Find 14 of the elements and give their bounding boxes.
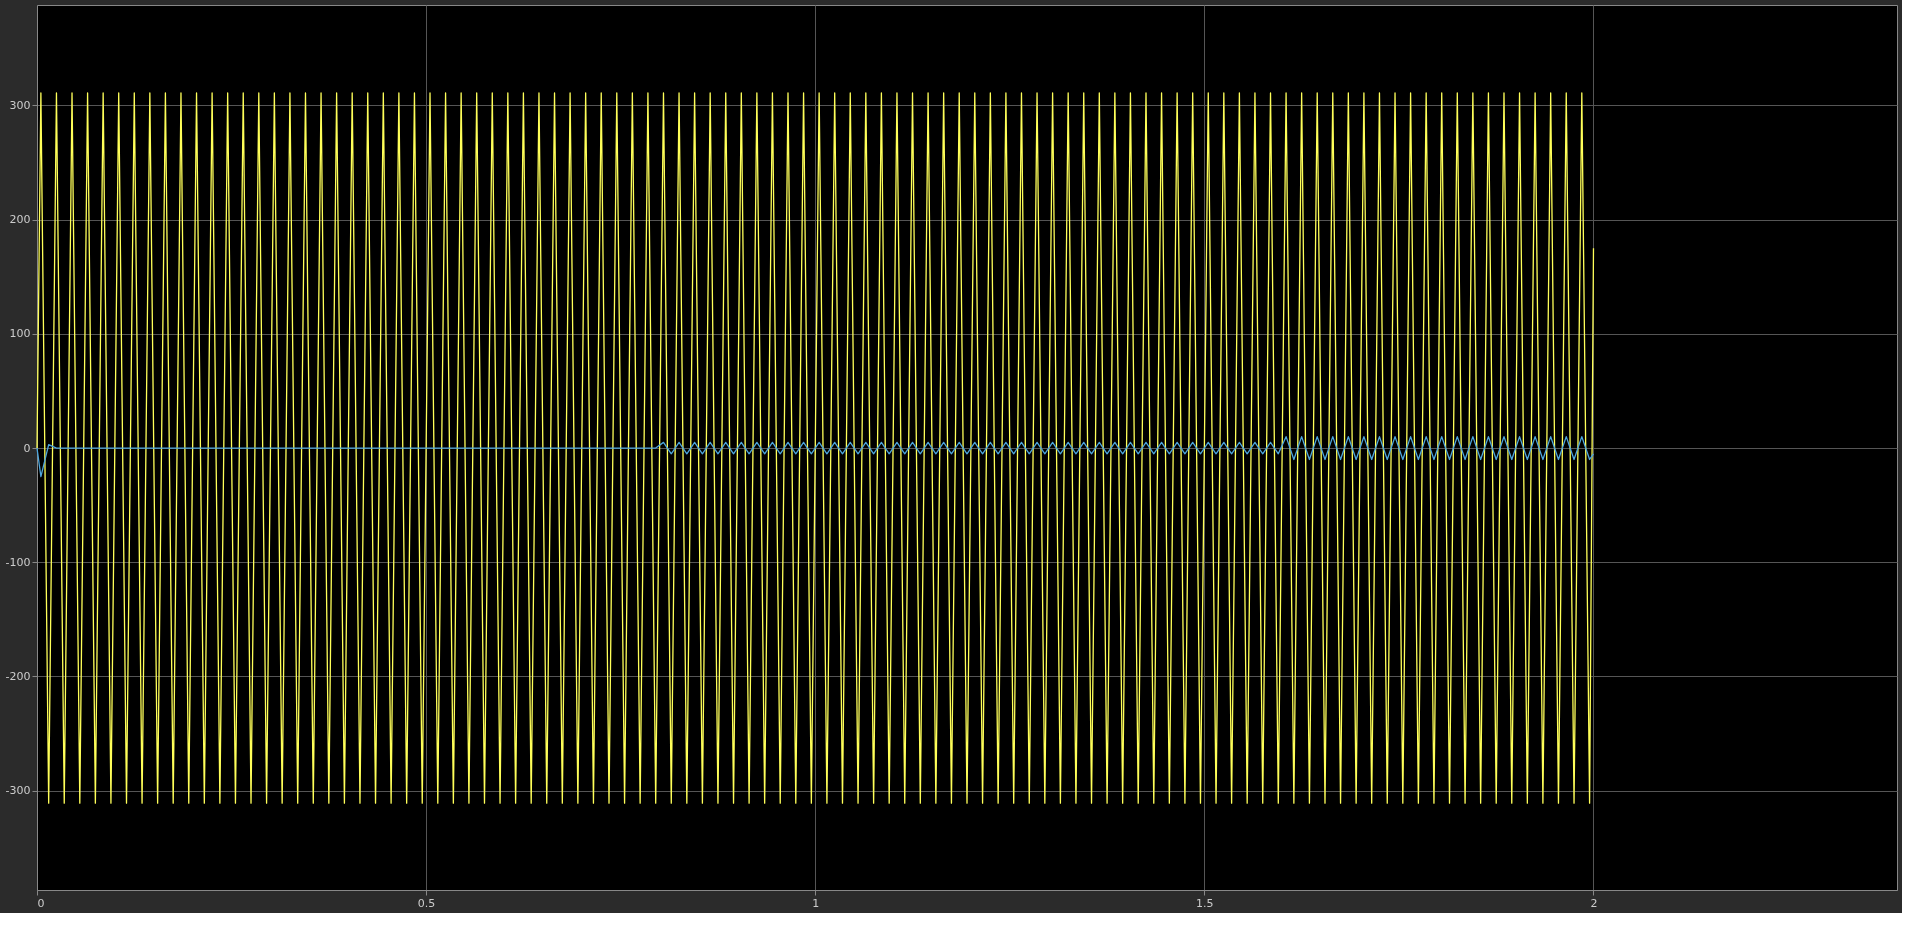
line-series: [36, 92, 1595, 804]
x-tick-label: 1: [812, 896, 820, 910]
x-tick-label: 0: [37, 896, 45, 910]
y-tick-label: 200: [9, 213, 31, 227]
y-tick-label: 100: [9, 327, 31, 341]
y-tick-label: -200: [5, 669, 31, 683]
y-tick-label: 300: [9, 98, 31, 112]
y-tick-label: -300: [5, 784, 31, 798]
y-tick-label: 0: [23, 441, 31, 455]
x-tick-label: 1.5: [1196, 896, 1214, 910]
line-series: [36, 436, 1595, 478]
x-tick-label: 0.5: [417, 896, 436, 910]
y-tick-label: -100: [5, 555, 31, 569]
x-tick-label: 2: [1590, 896, 1598, 910]
